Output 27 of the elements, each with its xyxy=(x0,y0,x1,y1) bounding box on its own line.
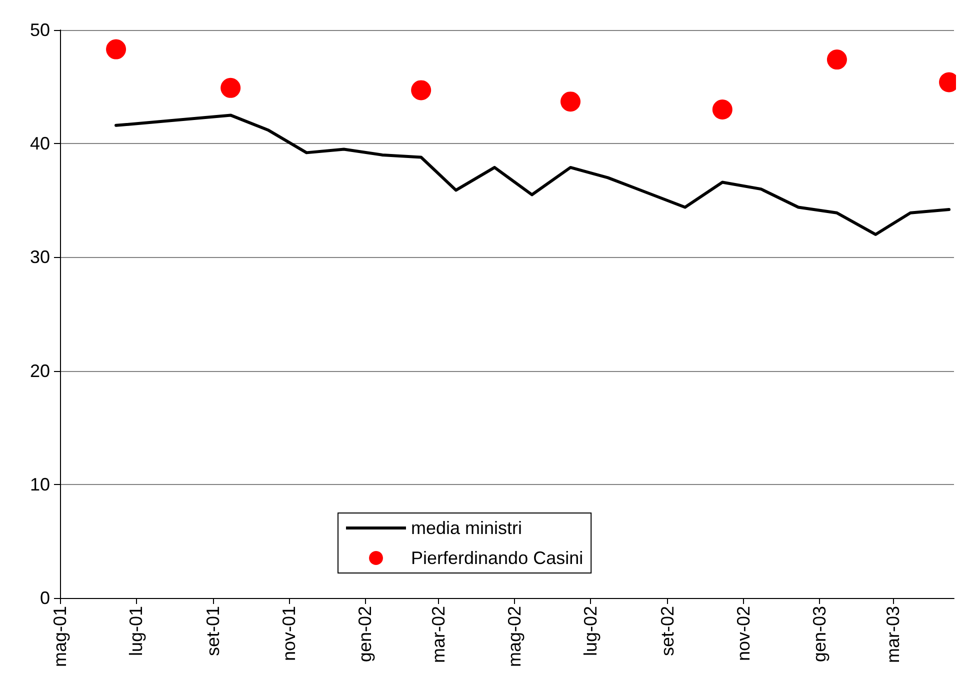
x-tick-label: gen-03 xyxy=(810,606,830,662)
legend-label: media ministri xyxy=(411,518,522,538)
line-series xyxy=(114,114,951,236)
x-tick-label: mar-03 xyxy=(882,606,903,664)
point xyxy=(220,78,241,98)
x-tick-label: lug-02 xyxy=(580,606,600,656)
x-tick-label: mag-02 xyxy=(504,606,524,668)
y-tick-label: 30 xyxy=(30,247,50,268)
x-tick-label: set-02 xyxy=(658,606,678,656)
x-tick-label: nov-02 xyxy=(734,606,754,662)
point xyxy=(712,100,732,120)
x-tick-label: mar-02 xyxy=(428,606,449,664)
point xyxy=(411,80,432,100)
x-tick-label: nov-01 xyxy=(279,606,300,662)
point xyxy=(560,92,580,112)
y-tick-label: 20 xyxy=(30,360,50,381)
legend-label: Pierferdinando Casini xyxy=(411,548,584,568)
y-tick-label: 0 xyxy=(40,588,50,608)
x-tick-label: set-01 xyxy=(203,606,224,656)
point xyxy=(106,39,126,60)
x-tick-label: gen-02 xyxy=(355,606,376,662)
point xyxy=(826,50,847,70)
x-tick-label: mag-01 xyxy=(50,606,70,668)
x-tick-label: lug-01 xyxy=(126,606,146,656)
y-tick-label: 10 xyxy=(30,474,50,494)
y-tick-label: 40 xyxy=(30,134,50,154)
y-tick-label: 50 xyxy=(30,20,50,40)
